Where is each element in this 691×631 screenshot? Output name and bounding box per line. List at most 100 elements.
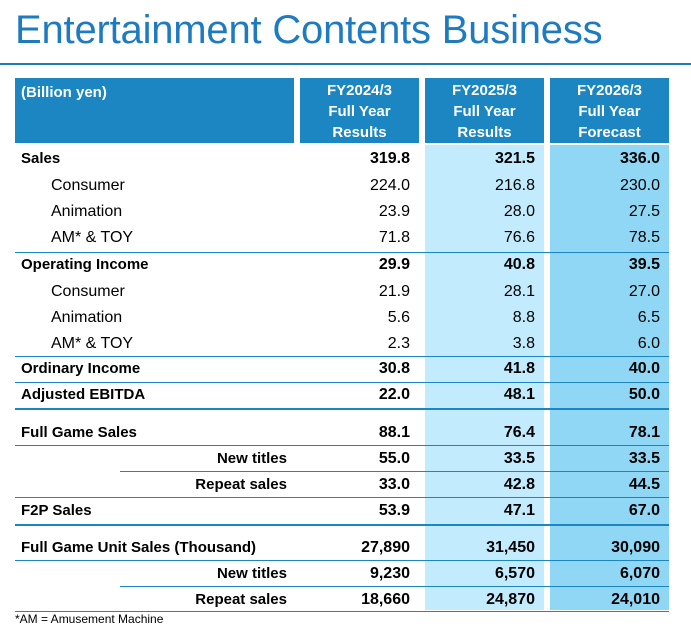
- value-fy2026: 6.5: [637, 309, 660, 326]
- column-header-line: Full Year: [578, 103, 641, 120]
- column-3-header-bg: [550, 78, 669, 143]
- row-label: Repeat sales: [195, 591, 287, 608]
- table-row-sales: Sales 319.8 321.5 336.0: [15, 146, 669, 172]
- value-fy2024: 224.0: [369, 177, 410, 194]
- table-row-unit-repeat-sales: Repeat sales 18,660 24,870 24,010: [15, 587, 669, 613]
- value-fy2025: 31,450: [486, 539, 535, 556]
- footnote: *AM = Amusement Machine: [15, 612, 164, 626]
- value-fy2025: 76.6: [503, 229, 535, 246]
- value-fy2025: 321.5: [494, 150, 535, 167]
- value-fy2024: 22.0: [378, 386, 410, 403]
- table-row-unit-sales: Full Game Unit Sales (Thousand) 27,890 3…: [15, 535, 669, 561]
- column-1-header-bg: [300, 78, 419, 143]
- value-fy2024: 5.6: [387, 309, 410, 326]
- table-row-sales-consumer: Consumer 224.0 216.8 230.0: [15, 173, 669, 199]
- value-fy2026: 78.5: [628, 229, 660, 246]
- column-header-line: Full Year: [453, 103, 516, 120]
- row-label: Adjusted EBITDA: [21, 386, 146, 403]
- value-fy2024: 18,660: [361, 591, 410, 608]
- table-row-oi-animation: Animation 5.6 8.8 6.5: [15, 305, 669, 331]
- table-row-fg-new-titles: New titles 55.0 33.5 33.5: [15, 446, 669, 472]
- column-header-fy2024: FY2024/3 Full Year Results: [300, 78, 419, 143]
- value-fy2025: 216.8: [494, 177, 535, 194]
- value-fy2026: 6.0: [637, 335, 660, 352]
- column-header-line: Results: [457, 124, 512, 141]
- column-header-line: Full Year: [328, 103, 391, 120]
- value-fy2026: 40.0: [628, 360, 660, 377]
- value-fy2025: 24,870: [486, 591, 535, 608]
- value-fy2026: 27.5: [628, 203, 660, 220]
- value-fy2026: 33.5: [628, 450, 660, 467]
- table-row-fg-repeat-sales: Repeat sales 33.0 42.8 44.5: [15, 472, 669, 498]
- table-row-ordinary-income: Ordinary Income 30.8 41.8 40.0: [15, 356, 669, 382]
- value-fy2024: 33.0: [378, 476, 410, 493]
- row-label: Animation: [51, 203, 123, 220]
- value-fy2026: 30,090: [611, 539, 660, 556]
- value-fy2025: 48.1: [503, 386, 535, 403]
- row-label: Animation: [51, 309, 123, 326]
- table-row-sales-am-toy: AM* & TOY 71.8 76.6 78.5: [15, 225, 669, 251]
- value-fy2024: 30.8: [378, 360, 410, 377]
- table-row-sales-animation: Animation 23.9 28.0 27.5: [15, 199, 669, 225]
- table-row-unit-new-titles: New titles 9,230 6,570 6,070: [15, 561, 669, 587]
- value-fy2025: 33.5: [503, 450, 535, 467]
- value-fy2025: 28.0: [503, 203, 535, 220]
- value-fy2025: 47.1: [503, 502, 535, 519]
- value-fy2025: 40.8: [503, 256, 535, 273]
- value-fy2024: 319.8: [369, 150, 410, 167]
- section-divider: [15, 408, 669, 410]
- page-title: Entertainment Contents Business: [15, 8, 603, 52]
- value-fy2025: 42.8: [503, 476, 535, 493]
- value-fy2024: 29.9: [378, 256, 410, 273]
- title-underline: [0, 63, 691, 65]
- row-divider: [15, 445, 669, 446]
- value-fy2025: 76.4: [503, 424, 535, 441]
- value-fy2024: 53.9: [378, 502, 410, 519]
- section-divider: [15, 524, 669, 526]
- value-fy2026: 39.5: [628, 256, 660, 273]
- row-divider: [15, 382, 669, 383]
- table-bottom-rule: [15, 611, 669, 612]
- column-header-fy2025: FY2025/3 Full Year Results: [425, 78, 544, 143]
- row-divider: [15, 252, 669, 253]
- value-fy2026: 78.1: [628, 424, 660, 441]
- row-label: AM* & TOY: [51, 229, 134, 246]
- column-header-fy2026: FY2026/3 Full Year Forecast: [550, 78, 669, 143]
- column-header-line: FY2024/3: [326, 82, 393, 99]
- table-row-oi-consumer: Consumer 21.9 28.1 27.0: [15, 279, 669, 305]
- row-label: AM* & TOY: [51, 335, 134, 352]
- column-header-line: Forecast: [578, 124, 641, 141]
- row-label: New titles: [216, 450, 287, 467]
- value-fy2024: 55.0: [378, 450, 410, 467]
- row-label: Consumer: [51, 283, 125, 300]
- column-3-body-bg: [550, 145, 669, 610]
- row-divider: [120, 471, 669, 472]
- value-fy2025: 41.8: [503, 360, 535, 377]
- row-label: Ordinary Income: [21, 360, 141, 377]
- row-label: Operating Income: [21, 256, 149, 273]
- row-label: F2P Sales: [21, 502, 92, 519]
- value-fy2024: 71.8: [378, 229, 410, 246]
- value-fy2024: 2.3: [387, 335, 410, 352]
- value-fy2025: 28.1: [503, 283, 535, 300]
- value-fy2024: 9,230: [369, 565, 410, 582]
- value-fy2024: 27,890: [361, 539, 410, 556]
- value-fy2024: 88.1: [378, 424, 410, 441]
- table-row-full-game-sales: Full Game Sales 88.1 76.4 78.1: [15, 420, 669, 446]
- value-fy2026: 67.0: [628, 502, 660, 519]
- value-fy2026: 50.0: [628, 386, 660, 403]
- value-fy2026: 24,010: [611, 591, 660, 608]
- value-fy2024: 23.9: [378, 203, 410, 220]
- row-label: New titles: [216, 565, 287, 582]
- value-fy2026: 44.5: [628, 476, 660, 493]
- value-fy2025: 3.8: [512, 335, 535, 352]
- column-header-line: FY2025/3: [451, 82, 518, 99]
- row-label: Sales: [21, 150, 61, 167]
- table-row-operating-income: Operating Income 29.9 40.8 39.5: [15, 252, 669, 278]
- table-row-oi-am-toy: AM* & TOY 2.3 3.8 6.0: [15, 331, 669, 357]
- unit-label: (Billion yen): [15, 78, 294, 143]
- value-fy2025: 6,570: [494, 565, 535, 582]
- row-divider: [15, 497, 669, 498]
- row-divider: [15, 560, 669, 561]
- value-fy2024: 21.9: [378, 283, 410, 300]
